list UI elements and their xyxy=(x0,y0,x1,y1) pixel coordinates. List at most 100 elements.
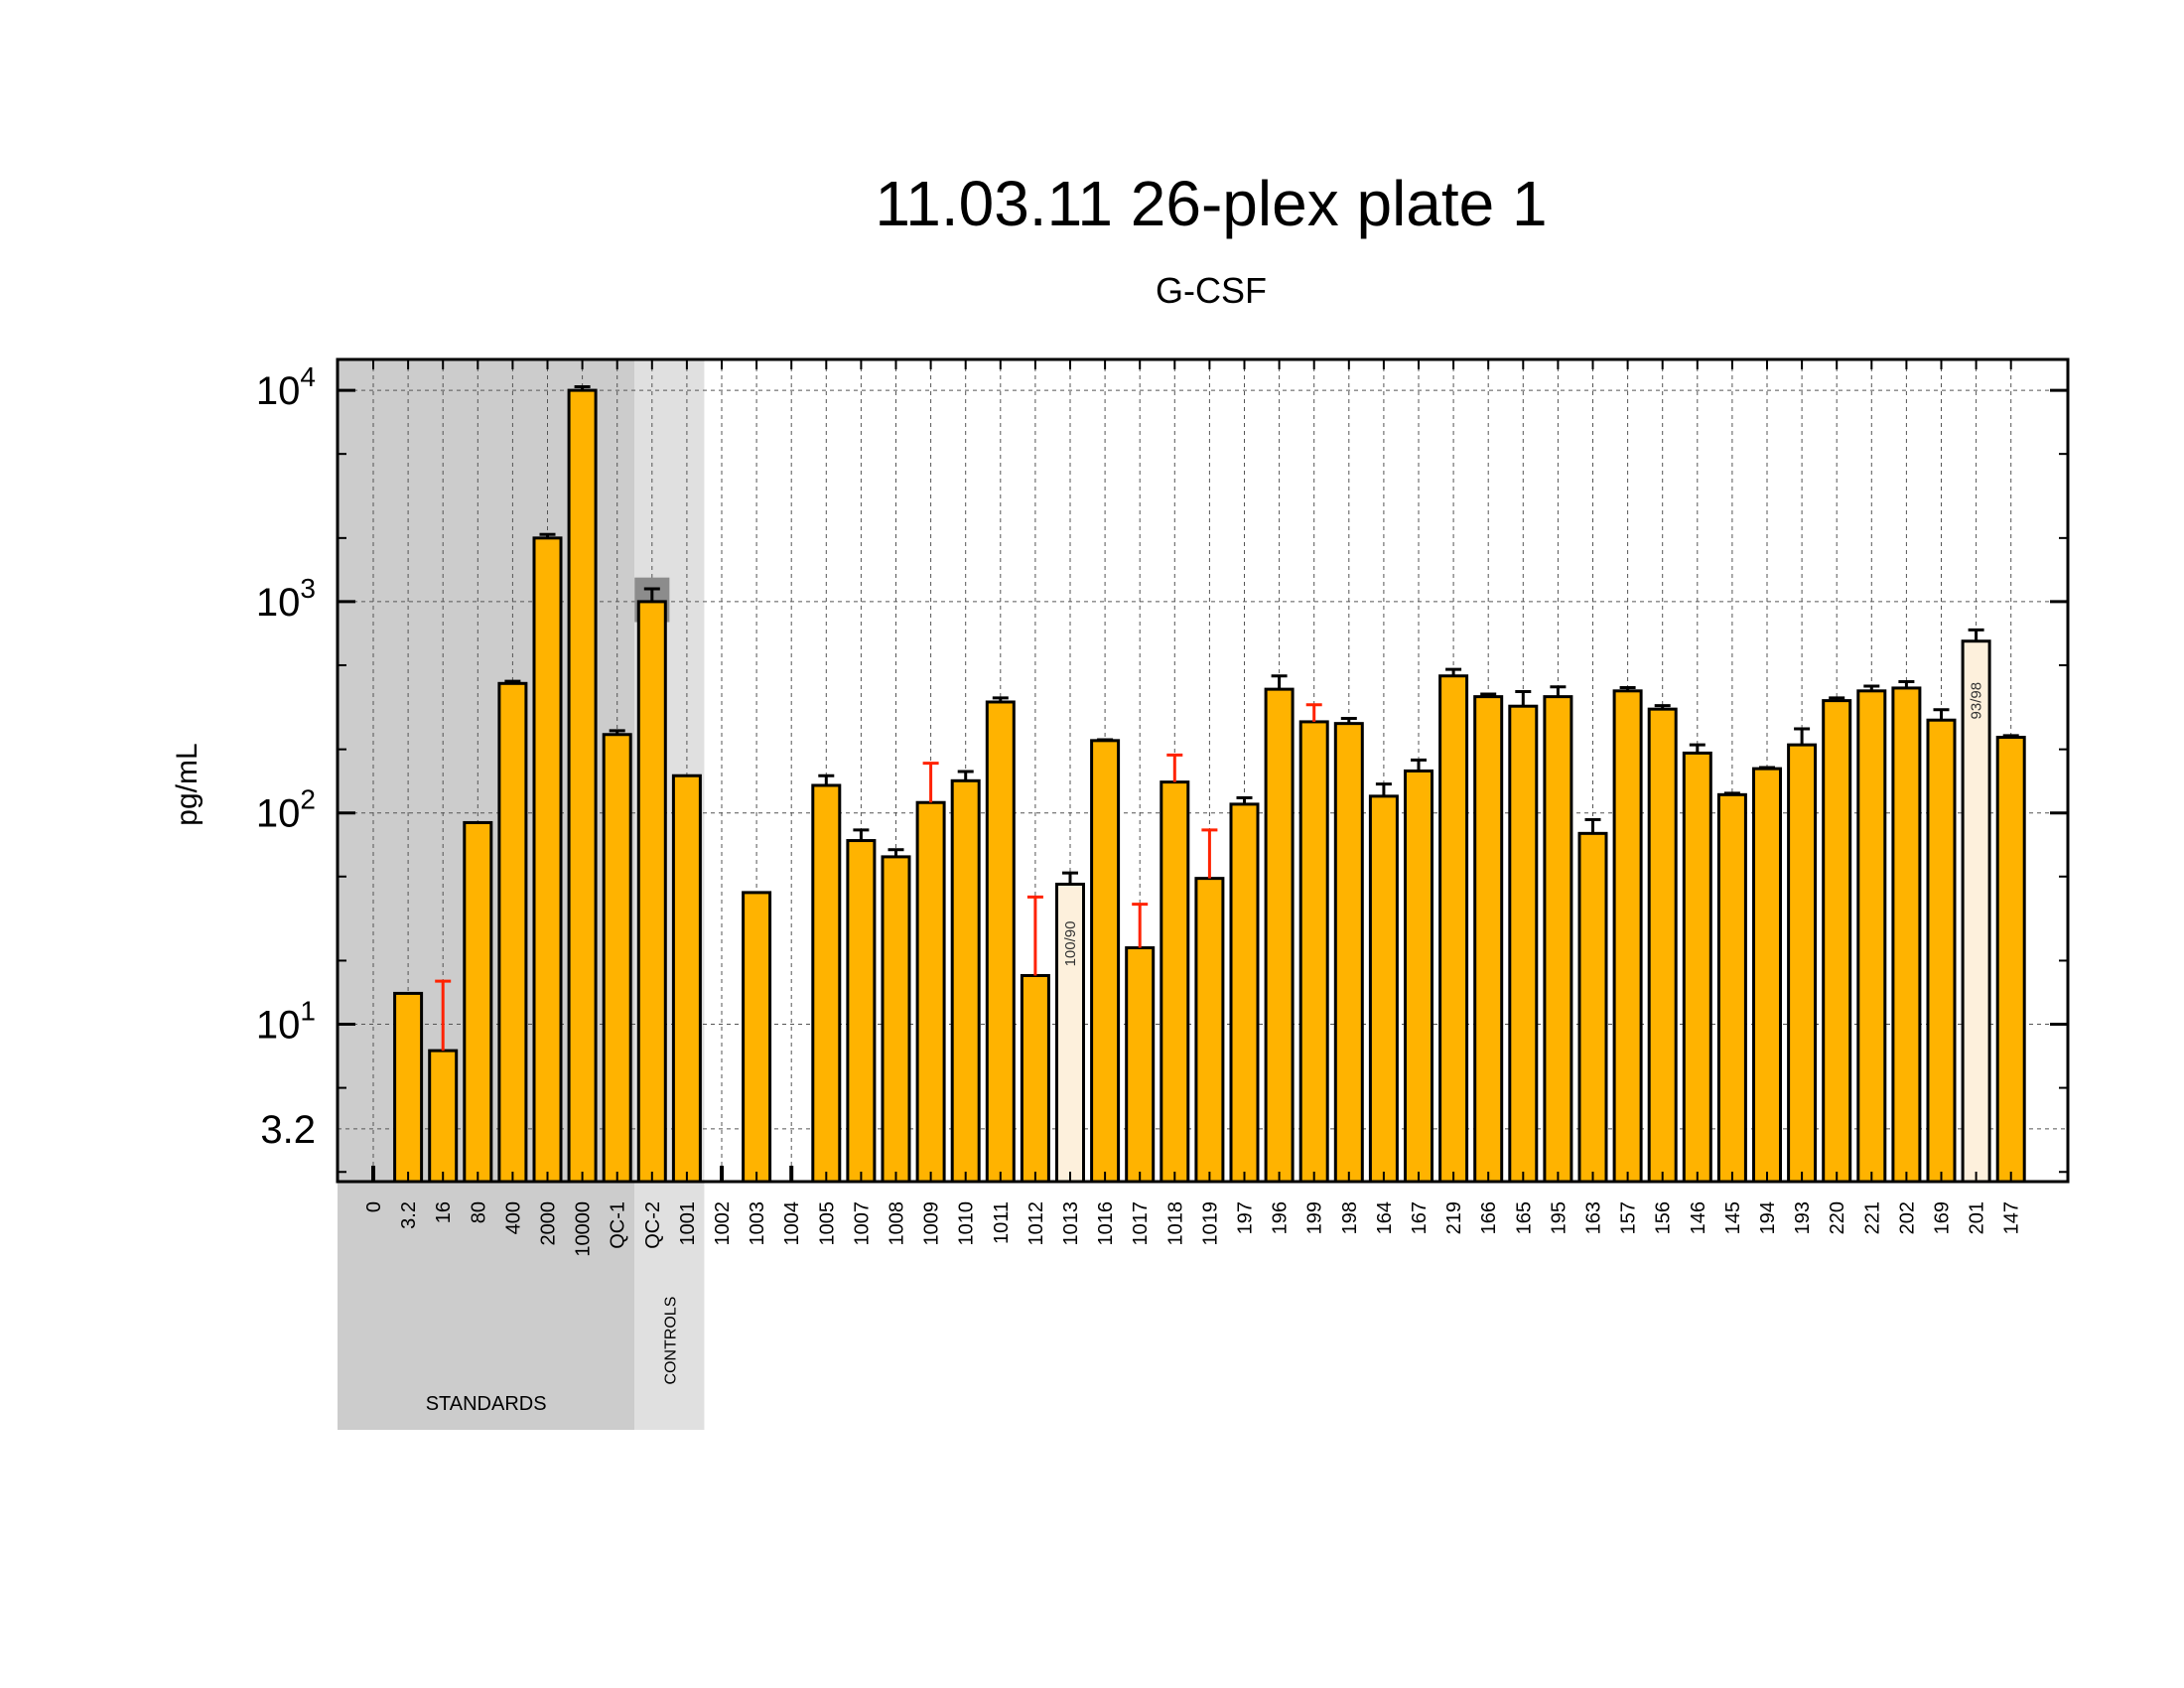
bar xyxy=(463,820,493,1184)
x-tick-label: 1012 xyxy=(1025,1201,1047,1246)
x-tick-label: 0 xyxy=(363,1201,385,1212)
bar xyxy=(1612,689,1643,1184)
bar xyxy=(671,774,702,1184)
bar xyxy=(567,388,598,1184)
x-tick-label: 156 xyxy=(1653,1201,1675,1234)
axis-ticks xyxy=(338,359,2068,1182)
y-tick-exponent: 2 xyxy=(300,784,316,815)
x-tick-label: 197 xyxy=(1235,1201,1257,1234)
bar xyxy=(1298,720,1329,1184)
x-tick-label: 194 xyxy=(1757,1201,1779,1234)
group-label: STANDARDS xyxy=(426,1393,547,1415)
group-shade-labels xyxy=(634,1182,705,1430)
x-tick-label: 166 xyxy=(1478,1201,1500,1234)
bars: 100/90 93/98 xyxy=(371,388,2026,1184)
bar xyxy=(1438,674,1469,1184)
bar xyxy=(532,536,563,1184)
x-tick-label: 199 xyxy=(1304,1201,1326,1234)
bar xyxy=(1404,769,1433,1184)
x-tick-label: 221 xyxy=(1861,1201,1883,1234)
bar-annotation: 100/90 xyxy=(1062,921,1079,967)
x-tick-label: 1001 xyxy=(677,1201,699,1246)
bar xyxy=(497,681,528,1184)
x-tick-label: 165 xyxy=(1513,1201,1535,1234)
bar xyxy=(1787,743,1818,1184)
x-tick-label: 1013 xyxy=(1060,1201,1082,1246)
bar xyxy=(1926,718,1957,1184)
x-tick-label: 80 xyxy=(468,1201,489,1223)
x-tick-label: 1019 xyxy=(1199,1201,1221,1246)
x-tick-label: 1005 xyxy=(816,1201,838,1246)
bar xyxy=(1368,794,1399,1184)
x-tick-label: 198 xyxy=(1339,1201,1361,1234)
bar xyxy=(1333,722,1364,1184)
y-tick-label: 104 xyxy=(256,361,316,413)
bar xyxy=(1473,695,1504,1184)
x-tick-label: 3.2 xyxy=(398,1201,420,1229)
bar xyxy=(1229,802,1260,1184)
x-tick-label: 10000 xyxy=(573,1201,595,1257)
bar xyxy=(985,700,1016,1184)
tick-labels: STANDARDS CONTROLS 3.2 101 102 103 104 0 3.2 16 80… xyxy=(256,361,2023,1415)
bar xyxy=(1961,639,1991,1184)
x-tick-label: 1008 xyxy=(887,1201,908,1246)
bar xyxy=(1891,686,1922,1184)
x-tick-label: 1007 xyxy=(851,1201,873,1246)
plot-frame xyxy=(336,357,2070,1184)
y-tick-exponent: 3 xyxy=(300,573,316,604)
bar-annotation: 93/98 xyxy=(1969,682,1985,720)
bar xyxy=(1264,687,1295,1184)
bar xyxy=(1020,973,1050,1184)
x-tick-label: 2000 xyxy=(538,1201,560,1246)
x-tick-label: 1011 xyxy=(991,1201,1013,1244)
bar xyxy=(1682,751,1712,1184)
bar xyxy=(1160,780,1190,1184)
chart-subtitle: G-CSF xyxy=(1156,270,1267,311)
x-tick-label: 1009 xyxy=(921,1201,943,1246)
x-tick-label: 1003 xyxy=(747,1201,768,1246)
bar xyxy=(393,991,424,1184)
x-tick-label: 1004 xyxy=(781,1201,803,1246)
bar xyxy=(1822,699,1852,1184)
x-tick-label: 147 xyxy=(2001,1201,2023,1234)
x-tick-label: 146 xyxy=(1688,1201,1709,1234)
x-tick-label: 1017 xyxy=(1130,1201,1152,1246)
bar xyxy=(428,1049,459,1184)
bar xyxy=(1508,704,1539,1184)
bar xyxy=(846,839,877,1184)
y-tick-label: 102 xyxy=(256,784,316,836)
x-tick-label: 400 xyxy=(502,1201,524,1234)
x-tick-label: 195 xyxy=(1548,1201,1570,1234)
x-tick-label: 16 xyxy=(433,1201,455,1223)
x-tick-label: 157 xyxy=(1618,1201,1640,1234)
bar xyxy=(602,733,632,1184)
bar xyxy=(1055,882,1085,1184)
y-tick-label: 101 xyxy=(256,996,316,1048)
x-tick-label: 145 xyxy=(1722,1201,1744,1234)
x-tick-label: 193 xyxy=(1792,1201,1814,1234)
group-label: CONTROLS xyxy=(662,1297,679,1385)
bar xyxy=(1577,831,1608,1184)
bar xyxy=(1995,736,2026,1184)
x-tick-label: 202 xyxy=(1896,1201,1918,1234)
x-tick-label: 196 xyxy=(1270,1201,1292,1234)
x-tick-label: 220 xyxy=(1827,1201,1848,1234)
bar xyxy=(742,891,772,1184)
error-bars xyxy=(435,384,2019,1052)
x-tick-label: 1018 xyxy=(1164,1201,1186,1246)
bar xyxy=(636,600,667,1184)
y-axis-label: pg/mL xyxy=(171,743,204,825)
bar xyxy=(1752,767,1782,1184)
y-tick-label: 3.2 xyxy=(260,1108,316,1152)
x-tick-label: QC-2 xyxy=(642,1201,664,1249)
bar xyxy=(1856,689,1887,1184)
x-tick-label: 201 xyxy=(1967,1201,1988,1234)
bar xyxy=(1125,946,1156,1184)
bar xyxy=(915,800,946,1184)
bar xyxy=(1647,707,1678,1184)
x-tick-label: 1016 xyxy=(1095,1201,1117,1246)
x-tick-label: 163 xyxy=(1583,1201,1605,1234)
x-tick-label: 1002 xyxy=(712,1201,734,1246)
chart-title: 11.03.11 26-plex plate 1 xyxy=(875,168,1548,239)
